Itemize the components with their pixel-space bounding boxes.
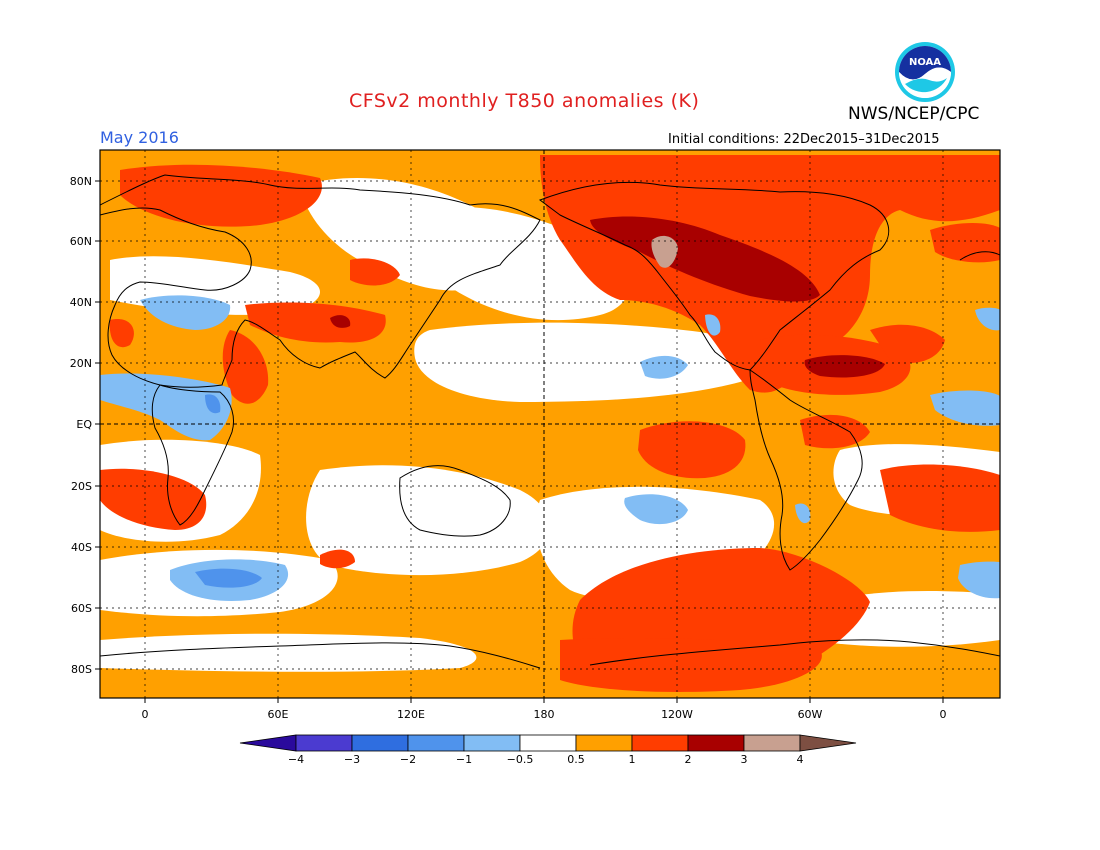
latitude-labels: 80N 60N 40N 20N EQ 20S 40S 60S 80S <box>70 175 100 676</box>
map-title: CFSv2 monthly T850 anomalies (K) <box>349 90 700 112</box>
lat-label: 60S <box>71 602 92 615</box>
colorbar-label: 4 <box>797 753 804 766</box>
colorbar-swatch <box>519 734 577 752</box>
colorbar-label: 3 <box>741 753 748 766</box>
initial-conditions: Initial conditions: 22Dec2015–31Dec2015 <box>668 132 940 147</box>
colorbar-swatch <box>351 734 409 752</box>
colorbar-label: −2 <box>400 753 416 766</box>
colorbar-label: −0.5 <box>507 753 534 766</box>
lat-label: 40N <box>70 296 92 309</box>
colorbar-swatch <box>575 734 633 752</box>
colorbar-swatch <box>295 734 353 752</box>
colorbar-swatch <box>631 734 689 752</box>
colorbar-swatch <box>687 734 745 752</box>
lat-label: 80S <box>71 663 92 676</box>
lon-label: 120W <box>661 708 693 721</box>
lon-label: 0 <box>940 708 947 721</box>
lat-label: EQ <box>76 418 92 431</box>
colorbar-label: 1 <box>629 753 636 766</box>
noaa-logo-text: NOAA <box>909 57 941 68</box>
map-grid <box>100 150 1000 698</box>
lat-label: 60N <box>70 235 92 248</box>
lon-label: 120E <box>397 708 425 721</box>
lon-label: 60W <box>798 708 823 721</box>
forecast-month: May 2016 <box>100 128 179 147</box>
agency-label: NWS/NCEP/CPC <box>848 104 980 124</box>
noaa-logo: NOAA <box>895 42 955 102</box>
lat-label: 20N <box>70 357 92 370</box>
lat-label: 80N <box>70 175 92 188</box>
lon-label: 60E <box>268 708 289 721</box>
continent-outlines <box>100 174 1000 669</box>
colorbar-min-arrow <box>239 734 297 752</box>
lat-label: 40S <box>71 541 92 554</box>
colorbar-swatch <box>463 734 521 752</box>
lat-label: 20S <box>71 480 92 493</box>
colorbar-swatch <box>407 734 465 752</box>
color-scale-bar: −4 −3 −2 −1 −0.5 0.5 1 2 3 4 <box>239 734 857 766</box>
colorbar-label: −3 <box>344 753 360 766</box>
longitude-labels: 0 60E 120E 180 120W 60W 0 <box>142 698 947 721</box>
colorbar-max-arrow <box>799 734 857 752</box>
lon-label: 180 <box>534 708 555 721</box>
colorbar-swatch <box>743 734 801 752</box>
lon-label: 0 <box>142 708 149 721</box>
colorbar-label: −1 <box>456 753 472 766</box>
colorbar-label: 0.5 <box>567 753 585 766</box>
colorbar-label: −4 <box>288 753 304 766</box>
colorbar-label: 2 <box>685 753 692 766</box>
